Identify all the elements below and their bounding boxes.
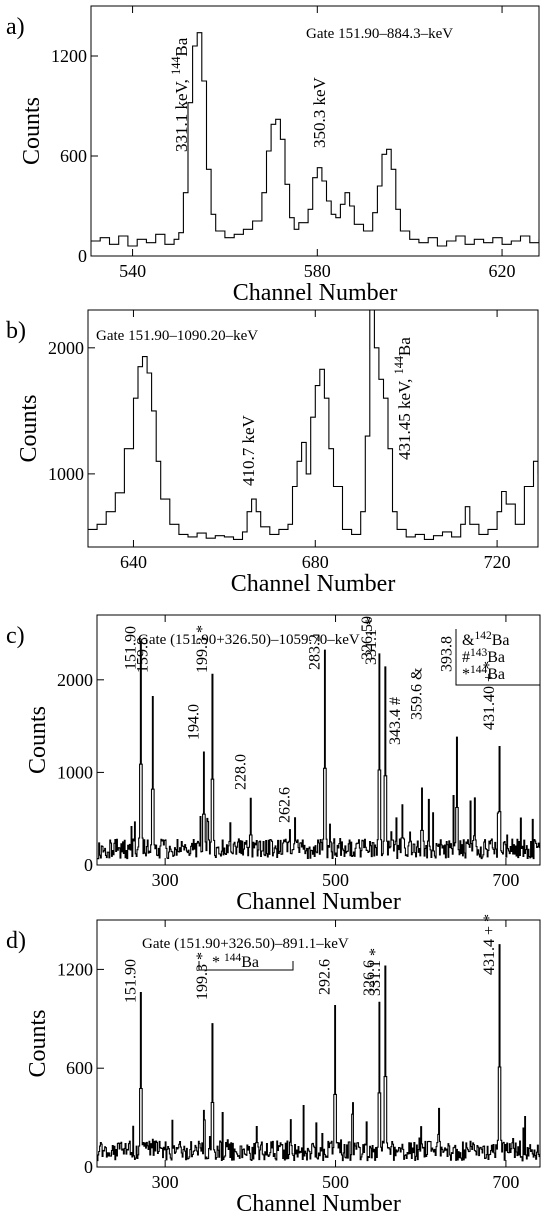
y-tick-label: 600 bbox=[60, 146, 87, 166]
y-tick-label: 0 bbox=[84, 1157, 93, 1177]
x-tick-label: 720 bbox=[484, 552, 511, 572]
panel-label: c) bbox=[6, 623, 25, 649]
x-tick-label: 700 bbox=[492, 870, 519, 890]
peak-label: 194.0 bbox=[186, 704, 203, 740]
y-tick-label: 600 bbox=[66, 1058, 93, 1078]
x-axis-label: Channel Number bbox=[231, 571, 396, 597]
x-tick-label: 700 bbox=[492, 1172, 519, 1192]
y-axis-label: Counts bbox=[25, 1009, 51, 1077]
x-tick-label: 640 bbox=[120, 552, 147, 572]
y-axis-label: Counts bbox=[19, 97, 45, 165]
peak-label: 159.8 bbox=[134, 637, 151, 673]
x-tick-label: 300 bbox=[152, 870, 179, 890]
peak-label: 283.2 bbox=[307, 634, 324, 670]
y-tick-label: 2000 bbox=[48, 338, 84, 358]
peak-label: 331.1 * bbox=[363, 617, 380, 665]
peak-label: 151.90 bbox=[122, 626, 139, 670]
plot-frame bbox=[87, 309, 539, 548]
x-axis-label: Channel Number bbox=[236, 889, 401, 915]
peak-label: 199.3 * bbox=[194, 625, 211, 673]
peak-label: 262.6 bbox=[277, 787, 294, 823]
y-axis-label: Counts bbox=[16, 394, 42, 462]
peak-label: 331.1 * bbox=[367, 948, 384, 996]
x-tick-label: 500 bbox=[322, 870, 349, 890]
spectrum-trace bbox=[91, 32, 539, 247]
x-tick-label: 580 bbox=[304, 261, 331, 281]
x-tick-label: 680 bbox=[302, 552, 329, 572]
y-tick-label: 2000 bbox=[57, 670, 93, 690]
panel-b: 640 680 720 1000 2000 Channel Number Counts b) G… bbox=[6, 309, 539, 597]
y-axis-label: Counts bbox=[25, 706, 51, 774]
peak-label: 199.3 * bbox=[194, 952, 211, 1000]
panel-c: 300 500 700 0 1000 2000 Channel Number Counts c)… bbox=[6, 614, 541, 915]
spectrum-trace bbox=[97, 640, 540, 860]
x-tick-label: 620 bbox=[489, 261, 516, 281]
peak-label: 292.6 bbox=[317, 959, 334, 995]
panel-d: 300 500 700 0 600 1200 Channel Number Counts d) G… bbox=[6, 914, 541, 1216]
legend-entry: *144Ba bbox=[462, 664, 505, 683]
peak-label: 359.6 & bbox=[409, 667, 426, 720]
gate-label: Gate 151.90–884.3–keV bbox=[306, 26, 453, 42]
peak-annotation: 350.3 keV bbox=[310, 76, 329, 148]
legend-box bbox=[455, 629, 540, 686]
panel-label: a) bbox=[6, 14, 25, 40]
peak-label: 151.90 bbox=[122, 959, 139, 1003]
plot-frame bbox=[96, 919, 541, 1168]
y-tick-label: 1200 bbox=[57, 959, 93, 979]
peak-annotation: 431.45 keV, 144Ba bbox=[392, 337, 414, 460]
legend-entry: &142Ba bbox=[462, 630, 509, 649]
peak-label: 393.8 bbox=[439, 636, 456, 672]
x-tick-label: 300 bbox=[152, 1172, 179, 1192]
y-tick-label: 1000 bbox=[57, 762, 93, 782]
panel-a: 540 580 620 0 600 1200 Channel Number Counts a) G… bbox=[6, 5, 540, 306]
gate-label: Gate (151.90+326.50)–1059.70–keV bbox=[138, 632, 360, 648]
peak-label: 228.0 bbox=[232, 754, 249, 790]
spectrum-trace bbox=[88, 310, 538, 540]
x-tick-label: 500 bbox=[322, 1172, 349, 1192]
x-tick-label: 540 bbox=[119, 261, 146, 281]
plot-frame bbox=[96, 614, 541, 866]
peak-annotation: 410.7 keV bbox=[239, 414, 258, 486]
peak-label: 326.50 bbox=[359, 616, 376, 660]
x-axis-label: Channel Number bbox=[236, 1191, 401, 1216]
y-tick-label: 0 bbox=[78, 246, 87, 266]
spectrum-trace bbox=[97, 944, 540, 1162]
y-tick-label: 0 bbox=[84, 855, 93, 875]
peak-label: 431.40 + * bbox=[481, 661, 498, 730]
panel-label: b) bbox=[6, 318, 26, 344]
y-tick-label: 1000 bbox=[48, 464, 84, 484]
plot-frame bbox=[90, 5, 540, 257]
legend-entry: #143Ba bbox=[462, 647, 505, 666]
y-tick-label: 1200 bbox=[51, 46, 87, 66]
peak-annotation: 331.1 keV, 144Ba bbox=[169, 37, 191, 152]
gate-label: Gate 151.90–1090.20–keV bbox=[96, 328, 258, 344]
peak-label: 343.4 # bbox=[387, 697, 404, 745]
gate-label: Gate (151.90+326.50)–891.1–keV bbox=[142, 936, 349, 952]
peak-label: 431.4 + * bbox=[481, 914, 498, 975]
x-axis-label: Channel Number bbox=[233, 280, 398, 306]
panel-label: d) bbox=[6, 928, 26, 954]
peak-label: 326.6 bbox=[361, 960, 378, 996]
legend-box bbox=[198, 961, 294, 971]
legend-entry: * 144Ba bbox=[212, 952, 259, 971]
